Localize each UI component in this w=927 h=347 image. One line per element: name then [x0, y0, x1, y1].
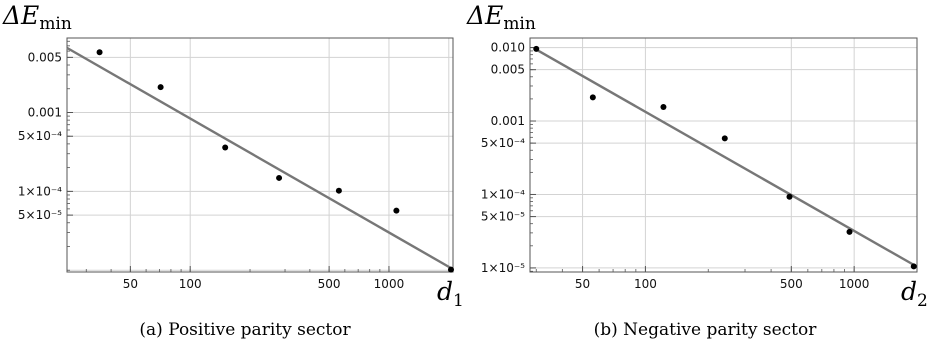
- data-point: [335, 187, 342, 194]
- y-tick-label: 1×10⁻⁵: [481, 261, 525, 275]
- data-point: [276, 174, 283, 181]
- data-point: [157, 84, 164, 91]
- x-tick-label: 100: [179, 277, 202, 291]
- x-tick-label: 500: [318, 277, 341, 291]
- data-point: [533, 45, 540, 52]
- y-tick-label: 0.001: [491, 114, 525, 128]
- data-point: [846, 228, 853, 235]
- x-tick-label: 1000: [839, 277, 870, 291]
- data-point: [393, 207, 400, 214]
- y-tick-label: 0.005: [491, 63, 525, 77]
- panel-a: 50 100 500 1000 0.005 0.001 5×10⁻⁴ 1×10⁻⁴ 5×10⁻⁵…: [2, 1, 464, 340]
- y-tick-label: 0.010: [491, 41, 525, 55]
- x-axis-label: d2: [901, 277, 927, 311]
- y-tick-label: 0.001: [28, 105, 62, 119]
- x-tick-label: 50: [575, 277, 590, 291]
- data-point: [910, 263, 917, 270]
- plot-frame: [66, 37, 454, 273]
- y-tick-label: 5×10⁻⁵: [481, 210, 525, 224]
- y-axis-label: ΔEmin: [466, 1, 536, 34]
- y-tick-label: 1×10⁻⁴: [481, 187, 525, 201]
- x-tick-label: 1000: [374, 277, 405, 291]
- panel-caption: (b) Negative parity sector: [594, 320, 818, 340]
- data-point: [786, 193, 793, 200]
- plot-frame: [529, 37, 918, 273]
- data-point: [448, 266, 454, 273]
- fit-line: [66, 46, 454, 271]
- x-tick-label: 500: [780, 277, 803, 291]
- y-tick-label: 5×10⁻⁴: [18, 129, 62, 143]
- data-point: [222, 144, 229, 151]
- panel-b: 50 100 500 1000 0.010 0.005 0.001 5×10⁻⁴ 1×10⁻⁴ 5…: [466, 1, 927, 340]
- data-point: [721, 135, 728, 142]
- x-tick-label: 100: [634, 277, 657, 291]
- y-tick-label: 5×10⁻⁴: [481, 136, 525, 150]
- x-tick-label: 50: [123, 277, 138, 291]
- x-axis-label: d1: [437, 277, 464, 311]
- y-tick-label: 1×10⁻⁴: [18, 184, 62, 198]
- data-point: [589, 94, 596, 101]
- fit-line: [535, 48, 915, 266]
- y-tick-label: 0.005: [28, 50, 62, 64]
- data-point: [660, 104, 667, 111]
- y-tick-label: 5×10⁻⁵: [18, 208, 62, 222]
- data-point: [96, 49, 103, 56]
- y-axis-label: ΔEmin: [2, 1, 72, 34]
- panel-caption: (a) Positive parity sector: [139, 320, 351, 340]
